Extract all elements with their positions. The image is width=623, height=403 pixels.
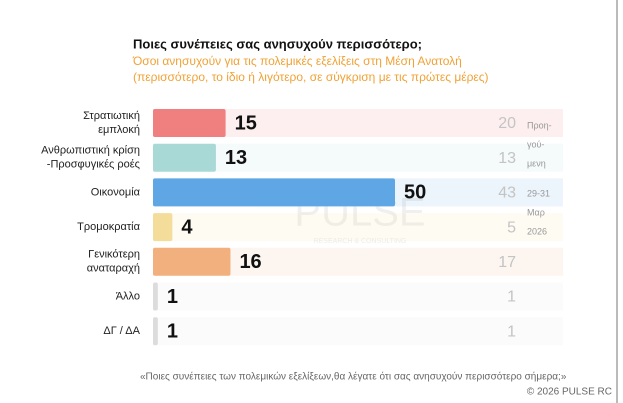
previous-value: 13: [498, 150, 516, 167]
bar: [153, 109, 226, 137]
bar: [153, 213, 173, 242]
row-band: [153, 282, 563, 311]
category-label: -Προσφυγικές ροές: [47, 159, 140, 171]
side-note: Προη-: [527, 120, 552, 130]
subtitle: (περισσότερο, το ίδιο ή λιγότερο, σε σύγ…: [133, 70, 489, 84]
bar: [153, 282, 158, 311]
category-label: Τρομοκρατία: [77, 221, 140, 233]
value-label: 1: [167, 320, 178, 342]
previous-value: 20: [498, 115, 516, 132]
category-label: αναταραχή: [87, 263, 140, 275]
category-label: Γενικότερη: [88, 249, 140, 261]
previous-value: 1: [507, 289, 516, 306]
bar: [153, 178, 395, 207]
chart-title: Ποιες συνέπειες σας ανησυχούν περισσότερ…: [133, 36, 422, 51]
row-band: [153, 317, 563, 346]
value-label: 16: [239, 251, 261, 273]
category-label: Στρατιωτική: [83, 110, 140, 122]
copyright: © 2026 PULSE RC: [527, 387, 612, 398]
side-note: 29-31: [527, 188, 550, 198]
previous-value: 5: [507, 219, 516, 236]
previous-value: 17: [498, 254, 516, 271]
bar: [153, 247, 231, 276]
previous-value: 1: [507, 323, 516, 340]
side-note: 2026: [527, 226, 547, 236]
category-label: εμπλοκή: [98, 124, 140, 136]
value-label: 1: [167, 286, 178, 308]
bar: [153, 317, 158, 346]
category-label: Άλλο: [116, 290, 140, 302]
side-note: μενη: [527, 158, 546, 168]
side-note: γού-: [527, 139, 544, 149]
subtitle: Όσοι ανησυχούν για τις πολεμικές εξελίξε…: [132, 54, 462, 68]
value-label: 15: [235, 112, 257, 134]
category-label: Ανθρωπιστική κρίση: [41, 145, 140, 157]
watermark: RESEARCH & CONSULTING: [314, 238, 407, 245]
previous-value: 43: [498, 185, 516, 202]
row-band: [153, 213, 563, 242]
bar: [153, 143, 216, 172]
value-label: 13: [225, 147, 247, 169]
value-label: 4: [181, 216, 193, 238]
row-band: [153, 143, 563, 172]
category-label: ΔΓ / ΔΑ: [103, 325, 140, 337]
side-note: Μαρ: [527, 207, 545, 217]
category-label: Οικονομία: [91, 186, 141, 198]
value-label: 50: [404, 182, 426, 204]
footnote: «Ποιες συνέπειες των πολεμικών εξελίξεων…: [140, 371, 567, 383]
